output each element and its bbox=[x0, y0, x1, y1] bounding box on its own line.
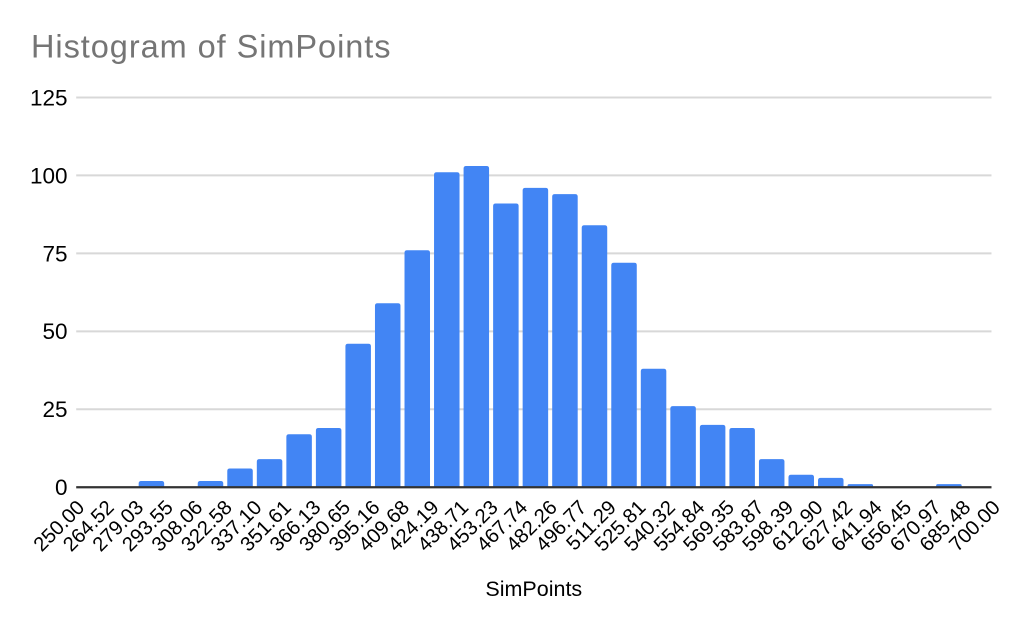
svg-text:Histogram of SimPoints: Histogram of SimPoints bbox=[31, 29, 391, 65]
svg-text:75: 75 bbox=[42, 241, 67, 266]
svg-text:125: 125 bbox=[30, 85, 68, 110]
svg-text:50: 50 bbox=[42, 319, 67, 344]
svg-text:100: 100 bbox=[30, 163, 68, 188]
svg-text:0: 0 bbox=[55, 475, 68, 500]
svg-text:25: 25 bbox=[42, 397, 67, 422]
svg-text:SimPoints: SimPoints bbox=[485, 577, 582, 601]
